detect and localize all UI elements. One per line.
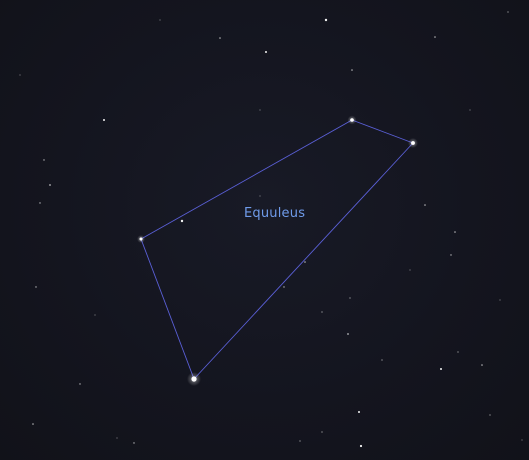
constellation-stars bbox=[137, 115, 418, 386]
background-star bbox=[347, 333, 349, 335]
background-star bbox=[219, 37, 221, 39]
background-star bbox=[321, 311, 323, 313]
background-star bbox=[39, 202, 41, 204]
star-delta-equulei-core bbox=[411, 141, 415, 145]
background-star bbox=[450, 254, 452, 256]
background-star bbox=[159, 19, 161, 21]
background-star bbox=[265, 51, 267, 53]
background-star bbox=[283, 286, 285, 288]
constellation-lines bbox=[140, 119, 414, 380]
background-star bbox=[457, 351, 459, 353]
background-star bbox=[259, 195, 261, 197]
background-star bbox=[409, 269, 411, 271]
background-star bbox=[440, 368, 442, 370]
background-star bbox=[19, 74, 21, 76]
background-star bbox=[424, 204, 426, 206]
background-star bbox=[489, 414, 491, 416]
background-star bbox=[481, 364, 483, 366]
background-star bbox=[94, 314, 96, 316]
background-stars bbox=[19, 11, 523, 448]
background-star bbox=[507, 11, 509, 13]
background-star bbox=[35, 286, 37, 288]
background-star bbox=[43, 159, 45, 161]
background-star bbox=[454, 231, 456, 233]
background-star bbox=[103, 119, 105, 121]
background-star bbox=[304, 261, 306, 263]
star-gamma-equulei-core bbox=[350, 118, 354, 122]
background-star bbox=[259, 109, 261, 111]
background-star bbox=[359, 444, 363, 448]
background-star bbox=[381, 359, 383, 361]
background-star bbox=[32, 423, 34, 425]
background-star bbox=[49, 184, 51, 186]
star-alpha-equulei-core bbox=[191, 376, 197, 382]
background-star bbox=[521, 439, 523, 441]
background-star bbox=[434, 36, 436, 38]
background-star bbox=[499, 299, 501, 301]
background-star bbox=[351, 69, 353, 71]
background-star bbox=[133, 442, 135, 444]
background-star bbox=[358, 411, 360, 413]
background-star bbox=[180, 219, 184, 223]
background-star bbox=[321, 431, 323, 433]
constellation-label[interactable]: Equuleus bbox=[244, 206, 306, 221]
background-star bbox=[469, 109, 471, 111]
background-star bbox=[116, 437, 118, 439]
background-star bbox=[299, 440, 301, 442]
background-star bbox=[79, 383, 81, 385]
star-beta-equulei-core bbox=[139, 237, 143, 241]
background-star bbox=[324, 18, 328, 22]
background-star bbox=[349, 297, 351, 299]
